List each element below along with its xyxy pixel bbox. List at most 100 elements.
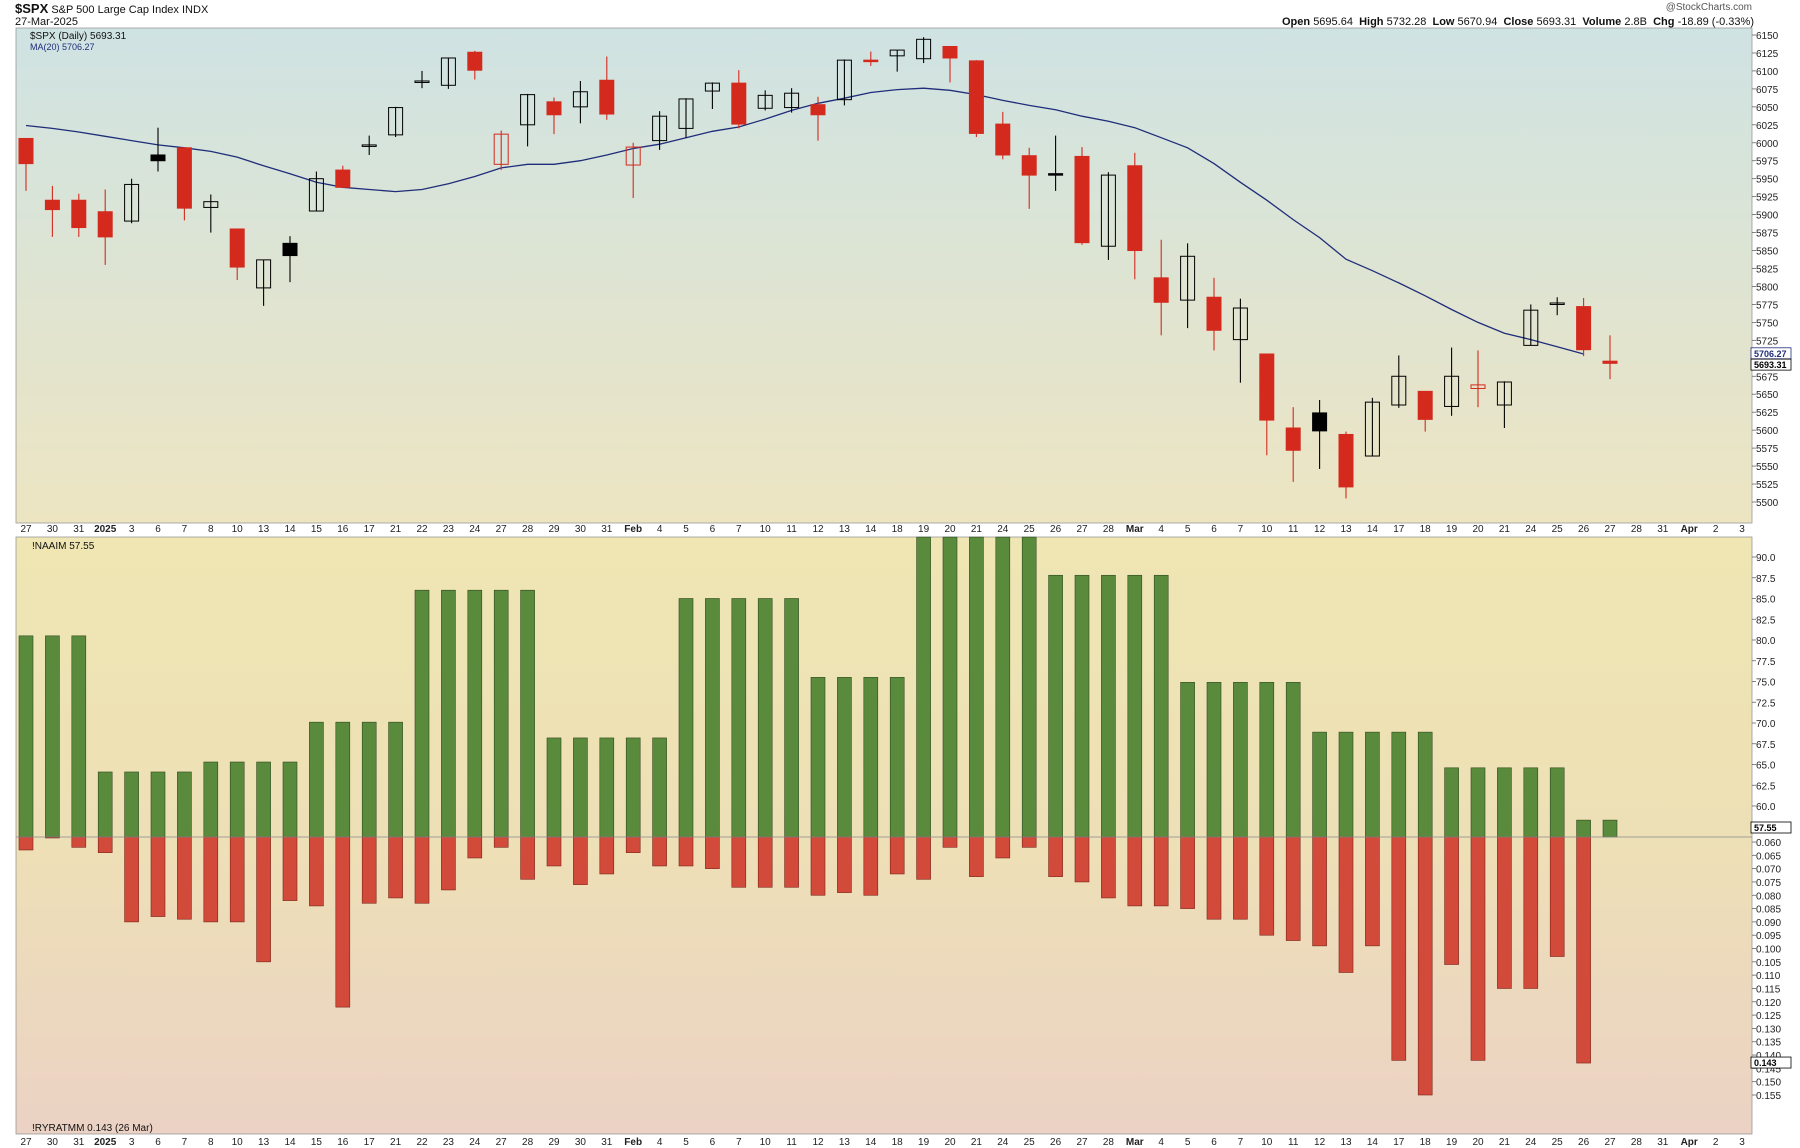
indicator-x-label: 14 [1367,1137,1379,1148]
candle-body [1048,173,1064,176]
price-tick-label: 5900 [1756,211,1779,222]
naaim-bar [282,761,298,838]
rrm-bar [1074,836,1090,883]
rrm-tick-label: 0.115 [1756,984,1781,995]
rrm-bar [784,836,799,888]
indicator-x-label: 30 [575,1137,587,1148]
candle-body [836,59,852,101]
rrm-bar [942,836,958,848]
naaim-bar [1233,682,1248,838]
price-x-label: 18 [892,524,904,535]
candle-body [520,94,536,126]
price-x-label: 27 [20,524,32,535]
price-x-label: 10 [1261,524,1273,535]
candle-body [652,115,668,142]
rrm-tick-label: 0.135 [1756,1038,1781,1049]
naaim-bar [467,589,483,838]
candle-body [1206,296,1222,331]
candle-body [361,144,377,147]
naaim-last-tag-box [1750,821,1792,834]
chg-value: -18.89 (-0.33%) [1677,16,1754,28]
naaim-bar [916,536,931,838]
price-x-label: 22 [416,524,428,535]
naaim-bar [229,761,245,838]
price-tick-label: 5925 [1756,193,1779,204]
indicator-x-label: 17 [1393,1137,1405,1148]
candle-body [863,59,879,63]
naaim-bar [309,721,324,838]
rrm-tick-label: 0.130 [1756,1024,1781,1035]
price-x-label: 5 [1185,524,1191,535]
indicator-x-label: 31 [601,1137,613,1148]
rrm-bar [1101,836,1116,899]
candle-body [1338,433,1354,488]
chg-label: Chg [1653,16,1675,28]
candle-body [1074,155,1090,244]
naaim-bar [203,761,219,838]
naaim-bar [546,737,562,838]
price-x-label: 10 [760,524,772,535]
ma-last-tag: 5706.27 [1754,349,1787,359]
price-x-label: 7 [182,524,188,535]
rrm-tick-label: 0.150 [1756,1078,1781,1089]
price-tick-label: 5775 [1756,300,1779,311]
rrm-bar [1497,836,1512,989]
rrm-bar [1180,836,1195,909]
candle-body [572,91,588,108]
candle-body [97,211,113,238]
indicator-x-label: 13 [839,1137,851,1148]
naaim-tick-label: 87.5 [1756,574,1776,585]
naaim-bar [1470,767,1486,838]
candle-body [150,154,166,162]
chart-date: 27-Mar-2025 [15,16,78,28]
rrm-bar [1233,836,1248,920]
price-x-label: 29 [548,524,560,535]
price-x-label: 24 [469,524,481,535]
candle-body [1602,360,1618,364]
rrm-bar [229,836,245,923]
rrm-bar [889,836,905,875]
candle-body [440,57,456,86]
naaim-tick-label: 72.5 [1756,698,1776,709]
naaim-last-tag: 57.55 [1754,823,1777,833]
candle-body [1100,174,1116,247]
rrm-bar [678,836,694,867]
naaim-tick-label: 90.0 [1756,553,1776,564]
price-x-label: 31 [1657,524,1669,535]
naaim-bar [335,721,351,838]
naaim-bar [1417,731,1433,838]
symbol: $SPX [15,1,49,16]
rrm-bar [150,836,166,917]
indicator-x-label: 24 [1525,1137,1537,1148]
price-x-label: 27 [1604,524,1616,535]
volume-value: 2.8B [1624,16,1647,28]
indicator-x-label: 6 [710,1137,716,1148]
naaim-bar [1602,819,1618,838]
naaim-tick-label: 80.0 [1756,636,1776,647]
price-x-label: 14 [284,524,296,535]
price-x-label: 10 [232,524,244,535]
rrm-last-tag: 0.143 [1754,1058,1777,1068]
candle-body [731,82,747,125]
indicator-x-label: 18 [1420,1137,1432,1148]
price-x-label: 14 [1367,524,1379,535]
naaim-bar [969,536,984,838]
price-tick-label: 5525 [1756,480,1779,491]
price-x-label: 24 [1525,524,1537,535]
rrm-tick-label: 0.140 [1756,1051,1781,1062]
naaim-legend: !NAAIM 57.55 [32,541,95,552]
price-x-label: 20 [944,524,956,535]
price-tick-label: 5950 [1756,175,1779,186]
rrm-tick-label: 0.065 [1756,851,1781,862]
indicator-x-label: 28 [1103,1137,1115,1148]
naaim-tick-label: 85.0 [1756,595,1776,606]
naaim-bar [995,536,1011,838]
rrm-tick-label: 0.095 [1756,931,1781,942]
price-tick-label: 6125 [1756,49,1779,60]
close-value: 5693.31 [1536,16,1577,28]
price-x-label: 31 [601,524,613,535]
rrm-bar [969,836,984,877]
indicator-x-label: 22 [416,1137,428,1148]
naaim-bar [1101,574,1116,838]
rrm-bar [599,836,615,875]
